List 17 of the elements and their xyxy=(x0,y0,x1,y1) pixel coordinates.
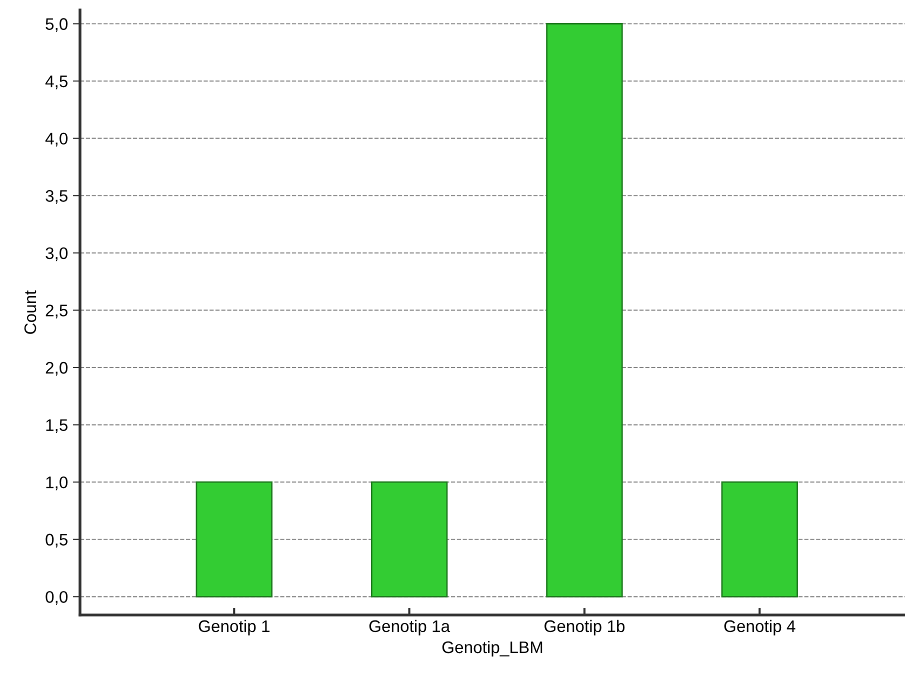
y-tick-label: 5,0 xyxy=(46,18,68,32)
x-axis-title: Genotip_LBM xyxy=(442,640,542,656)
y-tick-label: 2,0 xyxy=(46,362,68,376)
y-tick-label: 2,5 xyxy=(46,304,68,318)
y-tick-label: 4,5 xyxy=(45,76,68,90)
y-tick-label: 0,5 xyxy=(46,534,68,548)
x-tick-label: Genotip 1b xyxy=(544,620,625,636)
y-tick-label: 3,5 xyxy=(46,190,68,204)
y-axis-title: Count xyxy=(24,290,36,334)
x-tick-label: Genotip 1 xyxy=(198,620,270,636)
y-tick-label: 1,0 xyxy=(46,476,68,490)
x-tick-label: Genotip 1a xyxy=(369,620,450,636)
x-tick-label: Genotip 4 xyxy=(724,620,796,636)
y-tick-label: 0,0 xyxy=(46,591,68,605)
y-tick-label: 4,0 xyxy=(45,132,68,147)
y-tick-label: 1,5 xyxy=(46,419,68,433)
y-tick-label: 3,0 xyxy=(46,247,68,262)
